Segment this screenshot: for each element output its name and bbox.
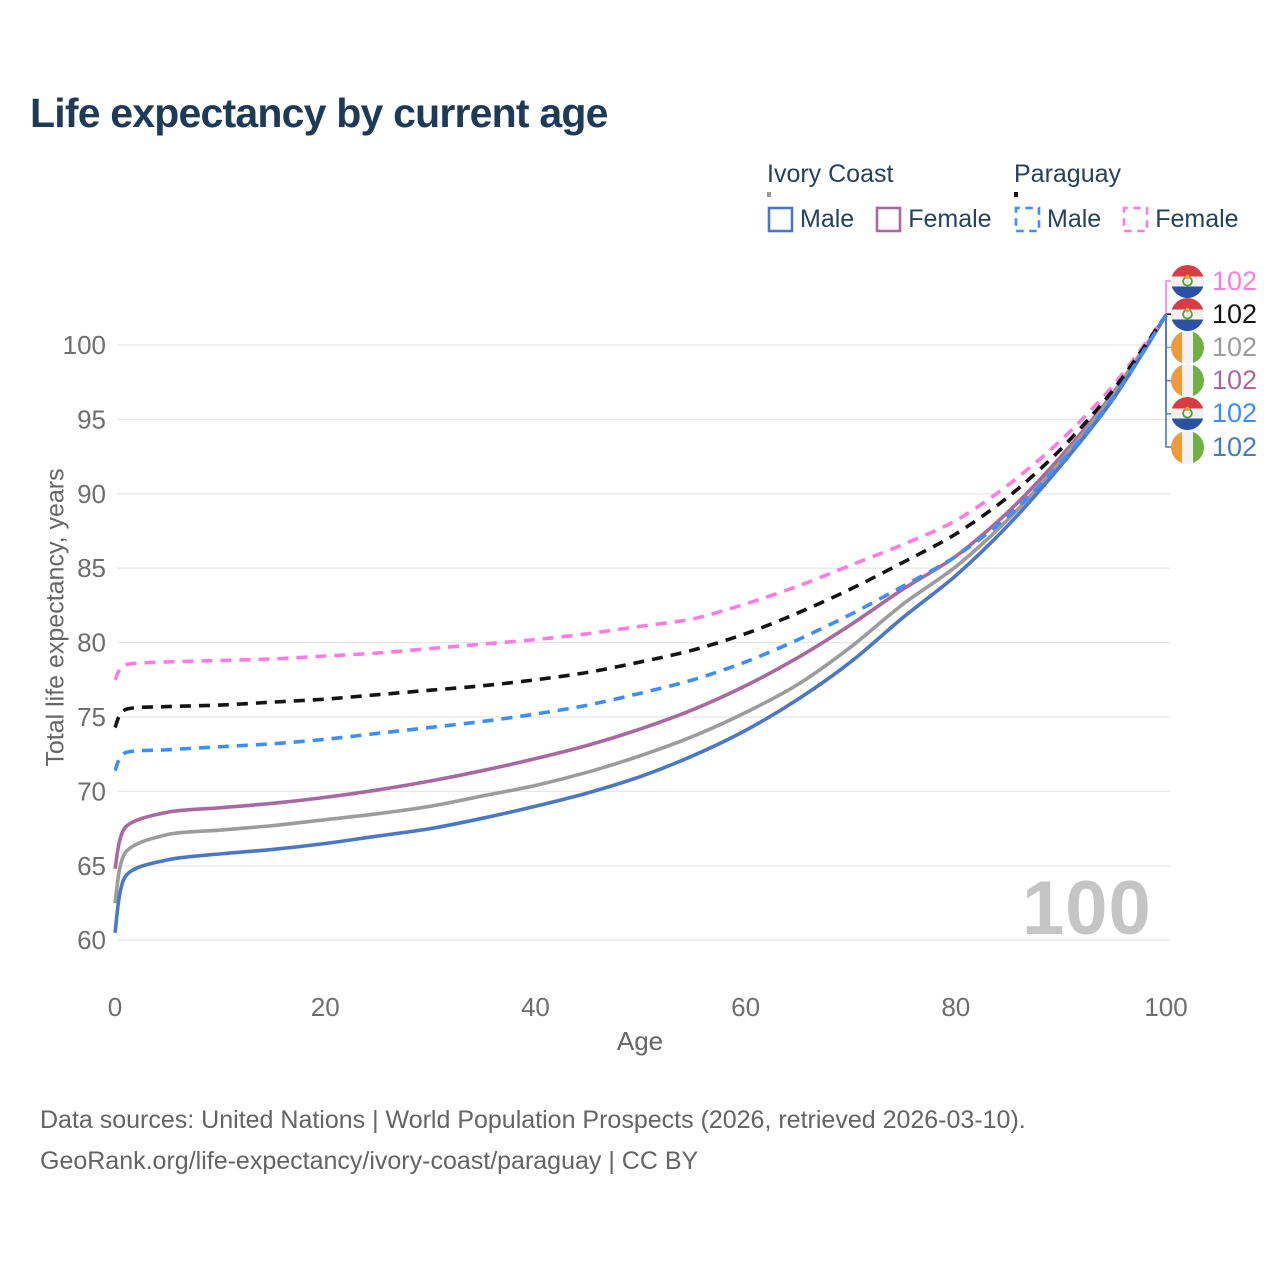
legend-group-title[interactable]: Ivory Coast [767,160,894,188]
line-ci-all[interactable] [113,314,1168,904]
legend-item-label[interactable]: Male [800,205,855,233]
x-tick-label: 20 [311,992,340,1022]
y-tick-label: 80 [77,628,106,658]
ivory-coast-flag-icon [1171,430,1204,464]
line-ci-male[interactable] [113,314,1168,934]
legend-item-label[interactable]: Female [908,205,992,233]
y-tick-label: 85 [77,553,106,583]
legend-swatch-dashed[interactable] [1014,206,1041,233]
end-value-label: 102 [1212,365,1258,396]
end-value-label: 102 [1212,265,1258,296]
x-tick-label: 40 [521,992,550,1022]
end-label-row: 102 [1171,297,1258,331]
y-tick-label: 65 [77,851,106,881]
x-tick-label: 80 [941,992,970,1022]
legend-group-paraguay: Paraguay Male Female [1014,160,1239,234]
paraguay-flag-icon [1171,297,1204,331]
footer-data-sources: Data sources: United Nations | World Pop… [40,1106,1026,1134]
legend-swatch-solid[interactable] [767,206,794,233]
end-label-row: 102 [1171,397,1258,431]
end-label-row: 102 [1171,364,1258,398]
page-title: Life expectancy by current age [30,90,608,136]
y-tick-label: 100 [63,330,106,360]
x-tick-label: 60 [731,992,760,1022]
x-axis-title: Age [616,1026,664,1056]
legend-group-title[interactable]: Paraguay [1014,160,1122,188]
legend-item-label[interactable]: Male [1047,205,1102,233]
end-value-label: 102 [1212,331,1258,362]
end-label-row: 102 [1171,264,1258,298]
legend-underline-dashed [1014,192,1018,197]
end-label-row: 102 [1171,330,1258,364]
x-tick-label: 100 [1144,992,1187,1022]
y-axis-title: Total life expectancy, years [41,468,70,767]
y-tick-label: 95 [77,404,106,434]
end-label-leader [1165,314,1171,448]
legend-underline-solid [767,192,771,197]
line-ci-female[interactable] [113,314,1168,870]
y-tick-label: 75 [77,702,106,732]
line-py-male[interactable] [113,314,1168,772]
ivory-coast-flag-icon [1171,330,1204,364]
x-tick-label: 0 [108,992,122,1022]
end-value-label: 102 [1212,398,1258,429]
line-py-all[interactable] [113,314,1168,729]
y-tick-label: 70 [77,776,106,806]
y-tick-label: 60 [77,925,106,955]
legend-group-ivory-coast: Ivory Coast Male Female [767,160,992,234]
end-value-label: 102 [1212,298,1258,329]
end-label-row: 102 [1171,430,1258,464]
paraguay-flag-icon [1171,264,1204,298]
line-py-female[interactable] [113,314,1168,681]
legend-item-label[interactable]: Female [1155,205,1239,233]
footer-attribution-link[interactable]: GeoRank.org/life-expectancy/ivory-coast/… [40,1147,699,1175]
y-tick-label: 90 [77,479,106,509]
paraguay-flag-icon [1171,397,1204,431]
legend-swatch-dashed[interactable] [1122,206,1149,233]
hover-age-watermark: 100 [1022,866,1152,951]
end-value-label: 102 [1212,431,1258,462]
end-label-leader [1165,280,1171,314]
ivory-coast-flag-icon [1171,364,1204,398]
legend-swatch-solid[interactable] [875,206,902,233]
